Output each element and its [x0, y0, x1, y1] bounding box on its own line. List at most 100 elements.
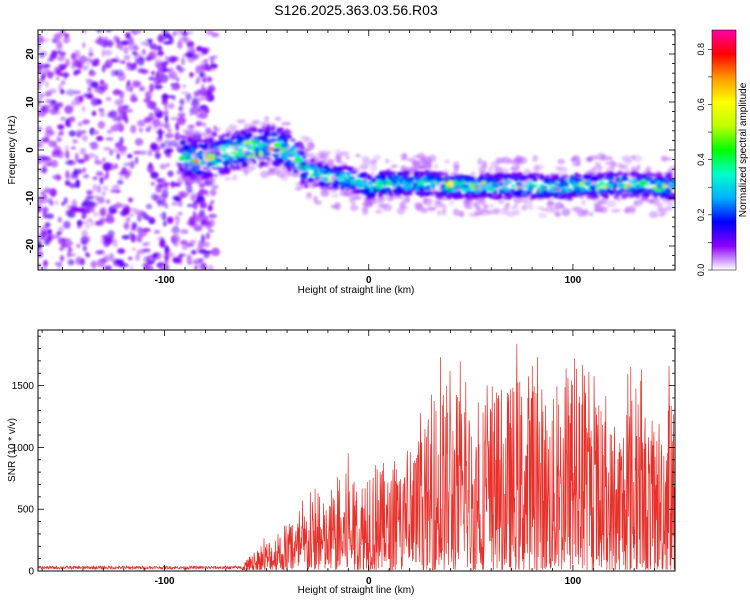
figure-title: S126.2025.363.03.56.R03: [274, 2, 438, 18]
heatmap-cell: [150, 172, 158, 178]
heatmap-cell: [148, 76, 156, 81]
heatmap-cell: [296, 161, 301, 165]
heatmap-cell: [369, 192, 377, 196]
heatmap-cell: [199, 108, 204, 114]
heatmap-cell: [196, 213, 203, 221]
heatmap-cell: [102, 191, 106, 196]
heatmap-cell: [159, 123, 168, 128]
heatmap-cell: [491, 184, 500, 188]
heatmap-cell: [362, 207, 369, 216]
heatmap-cell: [636, 164, 641, 169]
heatmap-cell: [119, 210, 126, 216]
heatmap-cell: [498, 200, 505, 204]
heatmap-cell: [64, 179, 71, 186]
heatmap-cell: [280, 152, 289, 158]
heatmap-cell: [129, 85, 133, 93]
heatmap-cell: [76, 243, 81, 248]
heatmap-cell: [553, 174, 559, 179]
heatmap-cell: [488, 166, 493, 173]
heatmap-cell: [185, 93, 192, 101]
heatmap-cell: [400, 157, 407, 161]
heatmap-cell: [506, 210, 516, 217]
heatmap-cell: [49, 188, 57, 197]
heatmap-cell: [422, 176, 427, 182]
heatmap-cell: [332, 165, 338, 169]
heatmap-cell: [614, 172, 619, 177]
heatmap-cell: [213, 173, 218, 178]
heatmap-cell: [214, 162, 219, 167]
heatmap-cell: [65, 222, 71, 227]
heatmap-cell: [487, 209, 495, 215]
colorbar-gradient: [712, 30, 736, 270]
heatmap-cell: [630, 166, 637, 172]
heatmap-cell: [45, 80, 49, 88]
heatmap-cell: [452, 194, 460, 200]
heatmap-cell: [570, 183, 577, 186]
heatmap-cell: [158, 184, 163, 188]
heatmap-cell: [381, 173, 385, 179]
heatmap-cell: [635, 167, 641, 171]
heatmap-cell: [436, 177, 442, 182]
heatmap-cell: [168, 95, 176, 99]
heatmap-cell: [616, 183, 625, 189]
heatmap-cell: [658, 213, 665, 217]
heatmap-cell: [98, 108, 105, 112]
heatmap-cell: [133, 52, 140, 57]
heatmap-cell: [350, 199, 356, 206]
heatmap-cell: [192, 259, 200, 265]
heatmap-cell: [617, 170, 623, 177]
heatmap-cell: [56, 55, 66, 62]
heatmap-cell: [97, 185, 101, 194]
heatmap-cell: [219, 136, 225, 141]
heatmap-cell: [117, 248, 126, 255]
heatmap-cell: [433, 171, 442, 177]
heatmap-cell: [274, 142, 281, 148]
heatmap-cell: [43, 187, 52, 194]
heatmap-cell: [370, 170, 375, 177]
heatmap-cell: [57, 216, 62, 223]
heatmap-cell: [318, 181, 322, 187]
heatmap-cell: [339, 165, 346, 170]
heatmap-cell: [140, 150, 147, 155]
heatmap-cell: [320, 189, 330, 197]
heatmap-cell: [115, 43, 123, 49]
heatmap-cell: [481, 160, 488, 165]
heatmap-cell: [76, 168, 83, 174]
heatmap-cell: [206, 162, 211, 169]
heatmap-cell: [653, 202, 663, 207]
heatmap-cell: [105, 137, 114, 141]
heatmap-cell: [494, 177, 500, 183]
heatmap-cell: [463, 177, 471, 180]
heatmap-cell: [92, 130, 100, 135]
heatmap-cell: [434, 201, 444, 208]
heatmap-cell: [606, 200, 617, 208]
heatmap-cell: [73, 168, 78, 176]
heatmap-cell: [490, 186, 496, 192]
snr-ytick-label: 500: [17, 505, 34, 516]
heatmap-cell: [197, 53, 204, 57]
heatmap-cell: [130, 160, 135, 169]
heatmap-cell: [92, 183, 98, 192]
heatmap-cell: [127, 256, 133, 261]
heatmap-cell: [402, 197, 411, 204]
heatmap-cell: [123, 162, 132, 166]
heatmap-cell: [90, 81, 99, 88]
heatmap-cell: [623, 173, 630, 176]
heatmap-cell: [571, 181, 577, 184]
heatmap-cell: [626, 159, 633, 165]
heatmap-cell: [53, 66, 63, 73]
heatmap-cell: [306, 192, 313, 198]
heatmap-cell: [369, 163, 378, 171]
heatmap-cell: [143, 241, 151, 246]
heatmap-cell: [143, 98, 151, 103]
heatmap-cell: [403, 194, 409, 197]
heatmap-cell: [40, 191, 45, 196]
heatmap-cell: [201, 146, 209, 150]
heatmap-cell: [135, 156, 139, 165]
heatmap-cell: [157, 202, 161, 207]
heatmap-cell: [536, 173, 544, 177]
heatmap-cell: [417, 188, 426, 191]
heatmap-cell: [399, 153, 407, 157]
snr-frame: [37, 329, 676, 572]
